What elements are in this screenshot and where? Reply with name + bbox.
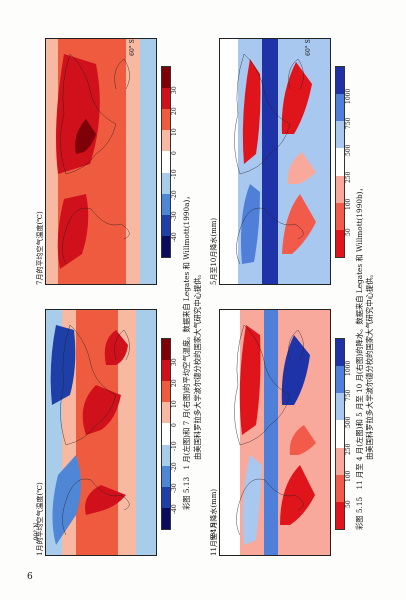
colorbar-swatch: [162, 486, 170, 508]
colorbar-tick: 20: [171, 107, 178, 115]
colorbar-tick: 750: [345, 389, 352, 401]
colorbar-tick: 1000: [345, 88, 352, 104]
colorbar-swatch: [162, 67, 170, 89]
colorbar-tick: 50: [345, 500, 352, 508]
colorbar-swatch: [336, 175, 344, 203]
figure-caption-5-13-line2: 由美国科罗拉多大学波尔德分校的国家大气研究中心提供。: [193, 270, 202, 460]
colorbar-swatch: [162, 193, 170, 215]
colorbar-swatch: [162, 130, 170, 152]
colorbar-swatch: [162, 339, 170, 361]
colorbar-swatch: [336, 148, 344, 176]
colorbar-winter-precipitation: [335, 338, 345, 530]
colorbar-swatch: [336, 474, 344, 502]
page-number: 6: [27, 572, 33, 582]
lat-tick-top-left: 90° N: [33, 522, 41, 541]
colorbar-tick: 10: [171, 400, 178, 408]
colorbar-swatch: [162, 172, 170, 194]
map-may-oct-precipitation: [219, 38, 331, 285]
colorbar-tick: 50: [345, 228, 352, 236]
map-title-july-temperature: 7月的平均空气温度(℃): [36, 211, 44, 285]
lat-tick-bottom-left: 60° S: [128, 39, 136, 56]
colorbar-tick: -10: [171, 169, 178, 179]
colorbar-january-temperature: [161, 338, 171, 530]
colorbar-tick: 0: [171, 151, 178, 155]
colorbar-tick: -40: [171, 232, 178, 242]
colorbar-swatch: [162, 465, 170, 487]
colorbar-tick: 30: [171, 358, 178, 366]
colorbar-tick: 250: [345, 443, 352, 455]
colorbar-swatch: [162, 423, 170, 445]
colorbar-swatch: [336, 447, 344, 475]
colorbar-tick: 100: [345, 470, 352, 482]
figure-caption-5-13-line1: 彩图 5.13 1 月(左图)和 7 月(右图)的平均空气温度。数据来自 Leg…: [182, 192, 191, 510]
colorbar-tick: 500: [345, 144, 352, 156]
colorbar-tick: 750: [345, 117, 352, 129]
map-july-temperature: [45, 38, 157, 285]
colorbar-tick: -20: [171, 462, 178, 472]
colorbar-swatch: [336, 229, 344, 257]
colorbar-swatch: [162, 109, 170, 131]
map-january-temperature: [45, 309, 157, 556]
figure-caption-5-15-line2: 由美国科罗拉多大学波尔德分校的国家大气研究中心提供。: [365, 270, 374, 460]
lat-tick-top-right: 90° N: [210, 522, 218, 541]
map-title-january-temperature: 1月的平均空气温度(℃): [36, 482, 44, 556]
colorbar-swatch: [336, 202, 344, 230]
colorbar-tick: 20: [171, 379, 178, 387]
colorbar-swatch: [336, 67, 344, 95]
lat-tick-bottom-right: 60° S: [304, 39, 312, 56]
colorbar-tick: -10: [171, 441, 178, 451]
colorbar-summer-precipitation: [335, 66, 345, 258]
colorbar-swatch: [336, 121, 344, 149]
colorbar-swatch: [162, 507, 170, 529]
rotated-figure-panel: 1月的平均空气温度(℃) 7月的平均空气温度(℃): [33, 30, 374, 570]
colorbar-swatch: [162, 444, 170, 466]
colorbar-tick: 1000: [345, 360, 352, 376]
colorbar-tick: -40: [171, 504, 178, 514]
colorbar-tick: 500: [345, 416, 352, 428]
colorbar-tick: 30: [171, 86, 178, 94]
colorbar-swatch: [336, 393, 344, 421]
colorbar-tick: -30: [171, 483, 178, 493]
map-nov-apr-precipitation: [219, 309, 331, 556]
colorbar-swatch: [162, 88, 170, 110]
colorbar-tick: 10: [171, 128, 178, 136]
colorbar-swatch: [336, 94, 344, 122]
colorbar-tick: 100: [345, 198, 352, 210]
colorbar-tick: -20: [171, 190, 178, 200]
map-title-summer-precipitation: 5月至10月降水(mm): [210, 217, 218, 285]
colorbar-swatch: [336, 420, 344, 448]
colorbar-swatch: [162, 151, 170, 173]
colorbar-swatch: [162, 214, 170, 236]
colorbar-swatch: [336, 501, 344, 529]
colorbar-tick: 0: [171, 423, 178, 427]
colorbar-tick: 250: [345, 171, 352, 183]
colorbar-swatch: [336, 366, 344, 394]
colorbar-july-temperature: [161, 66, 171, 258]
colorbar-swatch: [162, 381, 170, 403]
colorbar-tick: -30: [171, 211, 178, 221]
colorbar-swatch: [336, 339, 344, 367]
colorbar-swatch: [162, 402, 170, 424]
colorbar-swatch: [162, 360, 170, 382]
colorbar-swatch: [162, 235, 170, 257]
